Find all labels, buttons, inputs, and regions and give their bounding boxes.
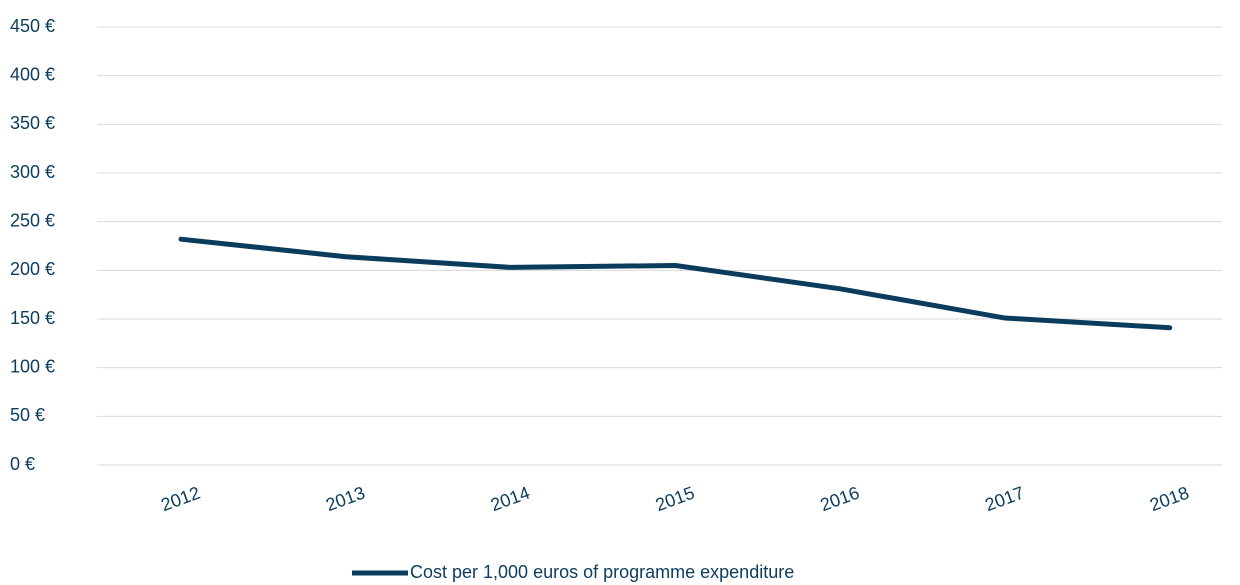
- x-tick-label: 2014: [488, 483, 532, 515]
- y-tick-label: 250 €: [10, 210, 55, 230]
- x-tick-label: 2016: [818, 483, 862, 515]
- x-tick-label: 2017: [982, 483, 1026, 515]
- x-tick-label: 2018: [1147, 483, 1191, 515]
- y-tick-label: 300 €: [10, 162, 55, 182]
- x-tick-label: 2015: [653, 483, 697, 515]
- y-tick-label: 0 €: [10, 454, 35, 474]
- y-tick-label: 50 €: [10, 405, 45, 425]
- data-line: [178, 236, 1173, 331]
- y-tick-label: 450 €: [10, 16, 55, 36]
- x-tick-label: 2012: [158, 483, 202, 515]
- y-tick-label: 100 €: [10, 356, 55, 376]
- y-tick-label: 400 €: [10, 64, 55, 84]
- legend-label: Cost per 1,000 euros of programme expend…: [410, 562, 794, 582]
- x-tick-label: 2013: [323, 483, 367, 515]
- y-tick-label: 350 €: [10, 113, 55, 133]
- y-tick-label: 200 €: [10, 259, 55, 279]
- y-tick-label: 150 €: [10, 308, 55, 328]
